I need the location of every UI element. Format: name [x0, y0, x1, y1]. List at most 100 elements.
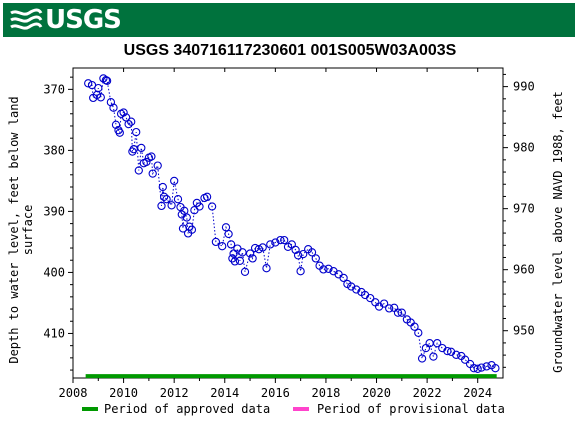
- data-point-104: [414, 328, 423, 337]
- y-right-tick-label-950: 950: [513, 324, 535, 338]
- data-point-52: [218, 242, 227, 251]
- data-point-17: [124, 119, 133, 129]
- data-point-69: [266, 240, 275, 249]
- y-left-tick-label-400: 400: [43, 265, 65, 279]
- y-axis-right-label: Groundwater level above NAVD 1988, feet: [551, 91, 565, 373]
- x-tick-label-2010: 2010: [109, 386, 138, 400]
- legend-approved-label: Period of approved data: [104, 402, 270, 416]
- data-point-44: [187, 225, 197, 234]
- data-point-35: [170, 176, 179, 186]
- data-point-13: [115, 128, 124, 137]
- data-point-15: [119, 108, 128, 117]
- series-line: [87, 77, 496, 370]
- x-tick-label-2018: 2018: [311, 386, 340, 400]
- data-point-18: [127, 117, 136, 126]
- data-point-66: [254, 245, 264, 254]
- data-point-80: [307, 248, 317, 257]
- x-tick-label-2008: 2008: [59, 386, 88, 400]
- data-point-87: [339, 273, 348, 283]
- data-point-60: [235, 256, 245, 265]
- data-point-20: [129, 145, 138, 154]
- data-point-115: [460, 355, 470, 364]
- y-left-tick-label-380: 380: [43, 143, 65, 157]
- data-point-58: [230, 257, 240, 266]
- data-point-61: [238, 248, 247, 257]
- data-point-50: [207, 202, 217, 211]
- x-tick-label-2016: 2016: [261, 386, 290, 400]
- data-point-36: [173, 195, 183, 204]
- data-point-108: [429, 352, 438, 361]
- data-point-10: [109, 103, 118, 112]
- data-point-30: [157, 201, 166, 211]
- plot-frame: [72, 67, 504, 379]
- data-point-103: [410, 322, 419, 331]
- y-right-tick-label-990: 990: [513, 80, 535, 94]
- data-point-76: [293, 251, 303, 260]
- data-point-23: [137, 143, 146, 153]
- y-right-tick-label-980: 980: [513, 141, 535, 155]
- data-point-107: [425, 339, 434, 348]
- data-point-62: [240, 267, 250, 276]
- data-point-97: [385, 304, 394, 313]
- data-point-28: [148, 169, 157, 178]
- usgs-header-bar: USGS: [3, 3, 575, 37]
- x-tick-label-2014: 2014: [210, 386, 239, 400]
- data-point-90: [352, 285, 361, 294]
- data-point-8: [102, 76, 112, 85]
- chart-title: USGS 340716117230601 001S005W03A003S: [123, 42, 457, 59]
- data-point-122: [491, 364, 500, 373]
- data-point-68: [262, 264, 271, 273]
- data-point-22: [134, 166, 143, 175]
- data-point-4: [94, 83, 103, 93]
- data-point-5: [96, 93, 105, 102]
- data-point-113: [452, 350, 461, 359]
- data-point-41: [182, 213, 191, 222]
- data-point-116: [465, 359, 475, 369]
- data-point-59: [233, 244, 242, 253]
- usgs-logo[interactable]: USGS: [9, 5, 122, 35]
- data-point-99: [393, 308, 403, 317]
- legend-provisional-label: Period of provisional data: [317, 402, 505, 416]
- data-point-70: [271, 238, 280, 247]
- data-point-64: [248, 254, 257, 263]
- data-point-105: [417, 354, 427, 363]
- y-left-tick-label-390: 390: [43, 204, 65, 218]
- data-point-72: [280, 235, 289, 245]
- usgs-wave-icon: [10, 8, 43, 30]
- data-point-31: [158, 182, 167, 192]
- data-point-0: [84, 79, 93, 88]
- data-point-81: [311, 254, 320, 263]
- data-point-33: [162, 195, 171, 204]
- y-left-tick-label-410: 410: [43, 326, 65, 340]
- data-point-54: [224, 229, 233, 239]
- data-point-47: [195, 202, 204, 211]
- data-point-27: [147, 152, 156, 161]
- data-point-71: [276, 235, 285, 245]
- data-point-119: [477, 363, 486, 372]
- data-point-84: [324, 264, 333, 273]
- data-point-67: [258, 243, 267, 252]
- data-point-34: [167, 201, 176, 210]
- legend: Period of approved data Period of provis…: [82, 402, 505, 416]
- data-point-32: [159, 192, 169, 201]
- data-point-106: [421, 343, 431, 353]
- data-point-78: [299, 249, 308, 259]
- data-point-96: [379, 299, 389, 308]
- data-point-83: [319, 265, 328, 274]
- data-point-49: [202, 192, 212, 201]
- x-tick-label-2022: 2022: [413, 386, 442, 400]
- x-tick-label-2012: 2012: [160, 386, 189, 400]
- data-point-74: [287, 240, 296, 249]
- x-tick-label-2024: 2024: [463, 386, 492, 400]
- data-point-29: [153, 161, 162, 170]
- data-point-120: [482, 362, 491, 371]
- data-point-111: [443, 346, 452, 356]
- data-point-75: [291, 245, 300, 255]
- data-point-93: [366, 293, 375, 303]
- y-right-tick-label-960: 960: [513, 263, 535, 277]
- data-point-118: [473, 364, 482, 373]
- data-point-77: [296, 267, 305, 276]
- y-right-tick-label-970: 970: [513, 202, 535, 216]
